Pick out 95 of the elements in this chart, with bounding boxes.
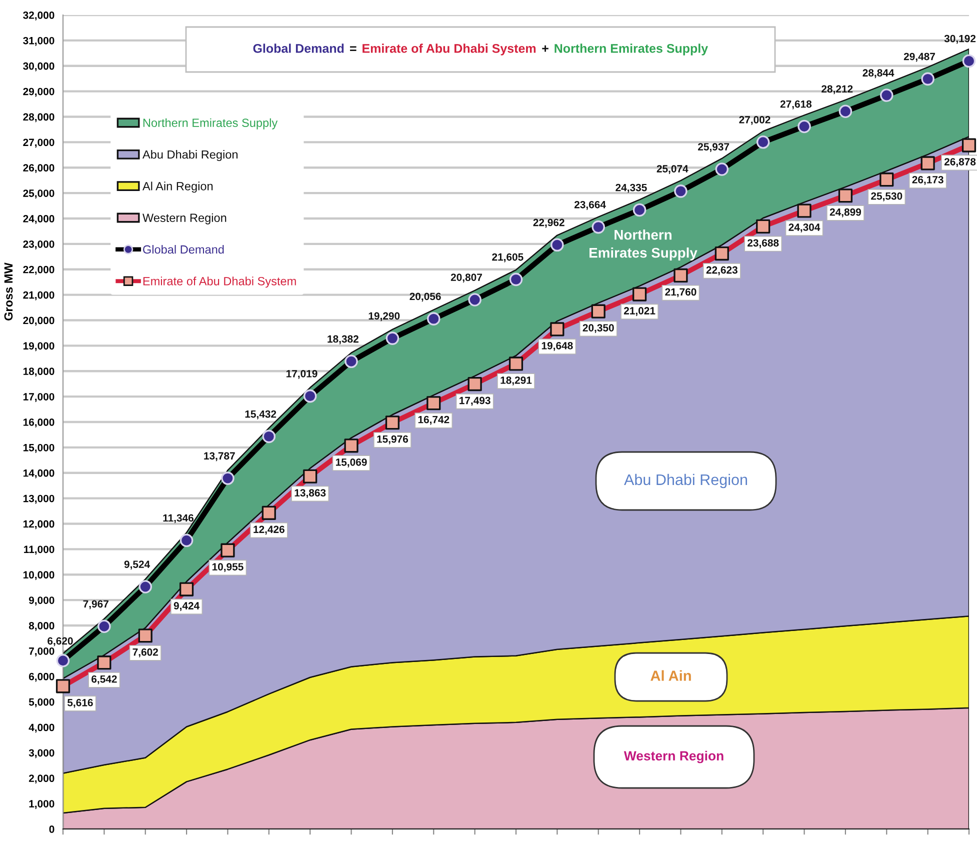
data-label: 13,863 (294, 489, 326, 498)
y-tick-label: 0 (49, 826, 54, 833)
annotation: Al Ain (650, 670, 691, 681)
legend-label: Western Region (142, 213, 226, 224)
legend-label: Al Ain Region (142, 182, 213, 193)
y-tick-label: 14,000 (23, 469, 54, 478)
y-tick-label: 28,000 (23, 113, 54, 122)
data-label: 9,524 (124, 560, 150, 570)
data-label: 9,424 (174, 602, 200, 611)
annotation: Emirate of Abu Dhabi System (362, 44, 536, 56)
y-tick-label: 26,000 (23, 164, 54, 174)
data-label: 30,192 (944, 34, 976, 44)
data-label: 28,212 (822, 85, 853, 94)
y-tick-label: 2,000 (28, 774, 54, 784)
annotation: Global Demand (253, 44, 344, 53)
y-tick-label: 1,000 (29, 800, 54, 809)
data-label: 23,664 (574, 200, 606, 210)
y-tick-label: 3,000 (28, 749, 54, 758)
y-tick-label: 7,000 (29, 647, 54, 656)
data-label: 17,019 (286, 370, 318, 379)
data-label: 23,688 (748, 239, 779, 248)
data-label: 6,542 (92, 675, 117, 684)
y-tick-label: 15,000 (23, 444, 54, 453)
legend-label: Emirate of Abu Dhabi System (143, 276, 296, 288)
data-label: 24,899 (830, 208, 861, 218)
y-tick-label: 11,000 (24, 546, 54, 555)
data-label: 25,937 (698, 143, 730, 152)
data-label: 11,346 (163, 514, 194, 524)
data-label: 12,426 (254, 526, 284, 535)
y-axis-title: Gross MW (4, 262, 13, 320)
annotation: + (542, 45, 548, 52)
data-label: 7,967 (83, 600, 108, 610)
data-label: 13,787 (204, 452, 235, 462)
data-label: 20,807 (450, 274, 482, 283)
legend-label: Abu Dhabi Region (142, 150, 238, 162)
annotation: Western Region (624, 750, 724, 764)
y-tick-label: 24,000 (23, 215, 54, 224)
legend-label: Northern Emirates Supply (143, 118, 278, 130)
data-label: 22,623 (706, 266, 738, 276)
y-tick-label: 6,000 (28, 672, 54, 682)
y-tick-label: 18,000 (23, 368, 54, 377)
data-label: 20,056 (410, 292, 441, 302)
data-label: 10,955 (212, 563, 244, 572)
y-tick-label: 12,000 (23, 520, 54, 530)
y-tick-label: 29,000 (23, 88, 54, 97)
data-label: 26,173 (912, 176, 944, 185)
annotation: Northern Emirates Supply (590, 230, 698, 260)
y-tick-label: 22,000 (23, 266, 54, 275)
data-label: 16,742 (418, 416, 450, 425)
y-tick-label: 30,000 (23, 62, 54, 72)
y-tick-label: 23,000 (23, 240, 54, 250)
data-label: 24,335 (616, 184, 647, 193)
y-tick-label: 19,000 (23, 342, 54, 352)
data-label: 6,620 (48, 637, 73, 646)
annotation: = (350, 46, 356, 51)
data-label: 17,493 (460, 396, 490, 406)
annotation: Northern Emirates Supply (554, 44, 708, 56)
data-label: 15,976 (377, 435, 408, 444)
data-label: 19,290 (368, 312, 400, 322)
y-tick-label: 20,000 (23, 316, 54, 326)
data-label: 15,432 (245, 410, 276, 420)
data-label: 25,530 (871, 192, 902, 202)
y-tick-label: 13,000 (23, 494, 54, 504)
data-label: 27,002 (739, 116, 770, 125)
data-label: 21,605 (492, 253, 524, 262)
data-label: 26,878 (944, 158, 976, 167)
y-tick-label: 17,000 (23, 393, 54, 402)
y-tick-label: 31,000 (23, 36, 54, 46)
data-label: 21,760 (665, 288, 696, 298)
y-tick-label: 21,000 (23, 291, 54, 300)
y-tick-label: 25,000 (23, 190, 54, 198)
data-label: 27,618 (780, 100, 812, 110)
data-label: 7,602 (132, 648, 158, 658)
data-label: 15,069 (336, 458, 367, 468)
data-label: 5,616 (67, 698, 93, 708)
y-tick-label: 9,000 (28, 596, 54, 606)
y-tick-label: 27,000 (23, 138, 54, 148)
data-label: 21,021 (624, 307, 656, 316)
y-tick-label: 16,000 (23, 418, 54, 428)
y-tick-label: 8,000 (28, 622, 54, 631)
annotation: Abu Dhabi Region (624, 474, 748, 488)
data-label: 25,074 (656, 165, 688, 174)
y-tick-label: 4,000 (28, 724, 54, 733)
data-label: 20,350 (582, 324, 614, 334)
y-tick-label: 32,000 (23, 12, 54, 20)
data-label: 19,648 (542, 342, 573, 351)
data-label: 22,962 (533, 218, 564, 228)
y-tick-label: 5,000 (28, 698, 54, 708)
y-tick-label: 10,000 (23, 571, 54, 580)
data-label: 18,382 (328, 335, 358, 344)
data-label: 18,291 (500, 376, 532, 386)
legend-label: Global Demand (143, 245, 224, 254)
data-label: 24,304 (788, 224, 820, 232)
data-label: 28,844 (862, 69, 894, 78)
data-label: 29,487 (904, 52, 935, 62)
